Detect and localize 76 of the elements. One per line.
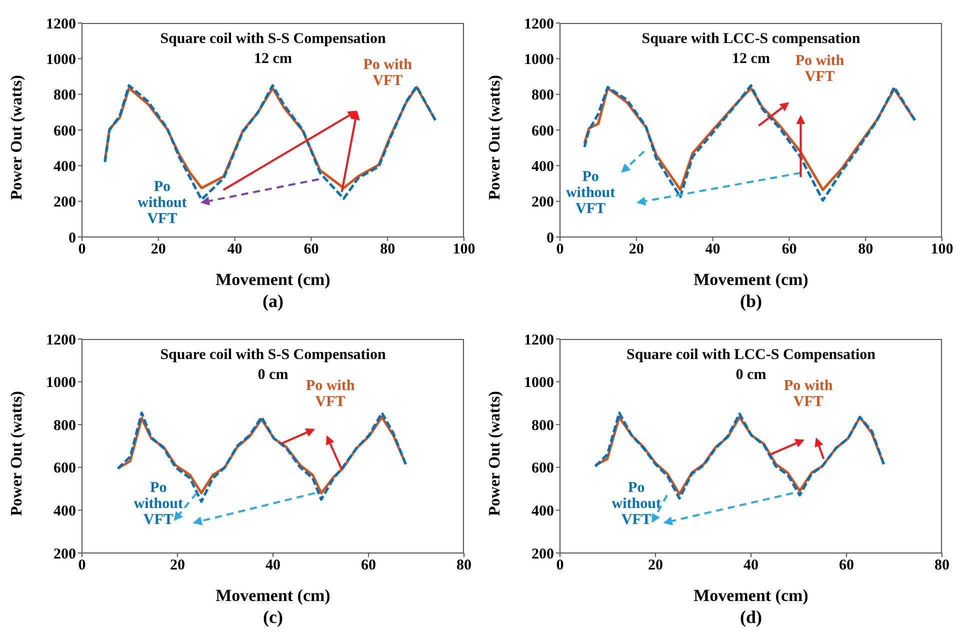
x-tick-label: 40	[744, 558, 758, 574]
text: Square coil with LCC-S Compensation	[626, 346, 876, 365]
text: 12 cm	[254, 51, 292, 67]
series-label: Po with VFT	[362, 57, 413, 90]
text: (b)	[739, 290, 763, 312]
y-tick-label: 1000	[46, 375, 76, 392]
y-tick-label: 800	[532, 418, 554, 434]
text: (a)	[262, 290, 284, 312]
x-tick-label: 80	[858, 242, 874, 258]
text: Square coil with S-S Compensation	[159, 30, 387, 49]
y-tick-label: 1000	[524, 52, 554, 68]
text: (c)	[262, 606, 284, 628]
series-label: Po without VFT	[564, 168, 616, 217]
y-tick-label: 800	[532, 88, 554, 104]
series-label: Po with VFT	[782, 378, 834, 410]
y-tick-label: 200	[532, 546, 554, 562]
x-tick-label: 80	[380, 242, 396, 258]
x-axis-title: Movement (cm)	[694, 270, 808, 289]
y-tick-label: 400	[532, 158, 554, 175]
x-tick-label: 80	[456, 558, 472, 574]
x-tick-label: 80	[934, 558, 950, 574]
y-tick-label: 400	[54, 158, 76, 175]
x-axis-title: Movement (cm)	[216, 270, 330, 289]
y-tick-label: 800	[54, 418, 76, 434]
x-tick-label: 0	[556, 242, 564, 258]
y-tick-label: 0	[68, 230, 76, 246]
y-tick-label: 200	[54, 194, 76, 211]
text: Square coil with S-S Compensation	[159, 346, 387, 365]
series-label: Po with VFT	[304, 378, 356, 410]
x-tick-label: 60	[839, 558, 854, 574]
y-tick-label: 1000	[46, 52, 76, 68]
series-label: Po without VFT	[132, 480, 184, 528]
text: (d)	[739, 606, 763, 628]
y-axis-title: Power Out (watts)	[8, 74, 26, 200]
y-tick-label: 1200	[524, 332, 554, 348]
x-axis-title: Movement (cm)	[216, 586, 330, 605]
series-label: Po without VFT	[610, 480, 662, 528]
x-tick-label: 40	[705, 242, 720, 258]
y-tick-label: 1200	[524, 16, 554, 32]
x-tick-label: 20	[150, 242, 166, 258]
text: Po with VFT	[794, 52, 846, 85]
y-tick-label: 600	[54, 123, 76, 140]
x-tick-label: 20	[648, 558, 663, 574]
y-tick-label: 600	[532, 460, 554, 477]
text: 0 cm	[258, 367, 288, 383]
x-axis-title: Movement (cm)	[694, 586, 808, 605]
y-axis-title: Power Out (watts)	[8, 390, 26, 516]
x-tick-label: 60	[304, 242, 319, 258]
x-tick-label: 0	[556, 558, 564, 574]
x-tick-label: 20	[628, 242, 644, 258]
text: 0 cm	[736, 367, 766, 383]
y-axis-title: Power Out (watts)	[486, 74, 504, 200]
y-tick-label: 600	[54, 460, 76, 477]
y-axis-title: Power Out (watts)	[486, 390, 504, 516]
x-tick-label: 60	[361, 558, 376, 574]
y-tick-label: 400	[54, 504, 76, 520]
series-label: Po without VFT	[136, 179, 188, 228]
x-tick-label: 100	[452, 242, 476, 258]
x-tick-label: 60	[782, 242, 797, 258]
text: Square with LCC-S compensation	[640, 30, 862, 49]
y-tick-label: 400	[532, 504, 554, 520]
x-tick-label: 0	[78, 242, 86, 258]
x-tick-label: 0	[78, 558, 86, 574]
y-tick-label: 0	[546, 230, 554, 246]
x-tick-label: 20	[170, 558, 185, 574]
y-tick-label: 1000	[524, 375, 554, 392]
y-tick-label: 1200	[46, 332, 76, 348]
y-tick-label: 200	[54, 546, 76, 562]
y-tick-label: 600	[532, 123, 554, 140]
x-tick-label: 100	[930, 242, 954, 258]
y-tick-label: 200	[532, 194, 554, 211]
x-tick-label: 40	[227, 242, 242, 258]
y-tick-label: 800	[54, 88, 76, 104]
y-tick-label: 1200	[46, 16, 76, 32]
text: 12 cm	[732, 51, 770, 67]
x-tick-label: 40	[266, 558, 280, 574]
